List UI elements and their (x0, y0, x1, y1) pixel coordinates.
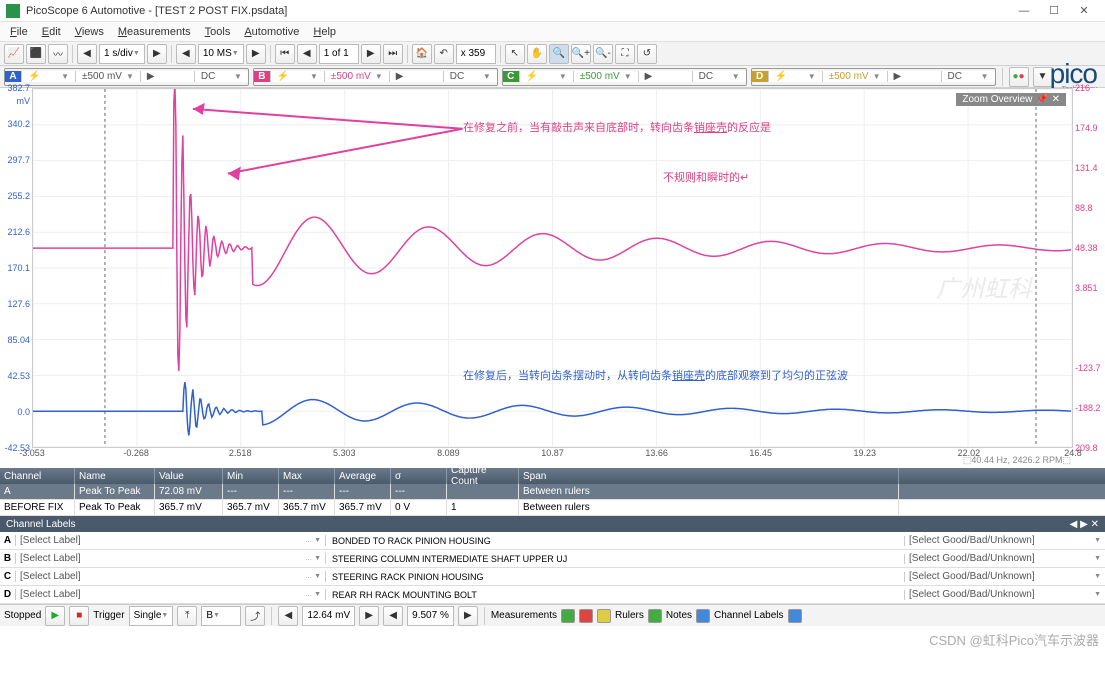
channel-d[interactable]: D⚡▼ ±500 mV▼ ▶ DC▼ (751, 68, 996, 86)
page-display: 1 of 1 (319, 44, 359, 64)
trigger-mode[interactable]: Single▼ (129, 606, 174, 626)
channel-labels-header[interactable]: Channel Labels◀ ▶ ✕ (0, 516, 1105, 532)
prev-pct[interactable]: ◀ (383, 606, 403, 626)
annotation-pink-2: 不规则和瞬时的↵ (663, 169, 749, 185)
csdn-watermark: CSDN @虹科Pico汽车示波器 (929, 630, 1099, 649)
rulers-icon[interactable] (648, 609, 662, 623)
chart-area[interactable]: 382.7340.2297.7255.2212.6170.1127.685.04… (0, 88, 1105, 468)
channel-a[interactable]: A⚡▼ ±500 mV▼ ▶ DC▼ (4, 68, 249, 86)
menu-views[interactable]: Views (69, 24, 110, 40)
measurement-row-before[interactable]: BEFORE FIXPeak To Peak365.7 mV365.7 mV36… (0, 500, 1105, 516)
trigger-channel[interactable]: B▼ (201, 606, 241, 626)
channel-label-row-c[interactable]: C[Select Label]… ▼STEERING RACK PINION H… (0, 568, 1105, 586)
zoom-select-icon[interactable]: 🔍 (549, 44, 569, 64)
measurement-row-a[interactable]: APeak To Peak72.08 mV------------Between… (0, 484, 1105, 500)
channel-labels-label: Channel Labels (714, 610, 784, 621)
undo-icon[interactable]: ↶ (434, 44, 454, 64)
trigger-percent[interactable]: 9.507 % (407, 606, 454, 626)
persistence-icon[interactable]: ⬛ (26, 44, 46, 64)
notes-icon[interactable] (696, 609, 710, 623)
timebase-select[interactable]: 1 s/div▼ (99, 44, 145, 64)
notes-label: Notes (666, 610, 692, 621)
spectrum-icon[interactable]: 〰 (48, 44, 68, 64)
titlebar: PicoScope 6 Automotive - [TEST 2 POST FI… (0, 0, 1105, 22)
y-axis-right: 216174.9131.488.848.383.851-123.7-188.22… (1073, 88, 1105, 448)
rising-edge-icon[interactable]: ⤴ (245, 606, 265, 626)
next-trig[interactable]: ▶ (359, 606, 379, 626)
hand-icon[interactable]: ✋ (527, 44, 547, 64)
measurements-label: Measurements (491, 610, 557, 621)
menu-file[interactable]: File (4, 24, 34, 40)
app-icon (6, 4, 20, 18)
stop-button[interactable]: ■ (69, 606, 89, 626)
clabels-icon[interactable] (788, 609, 802, 623)
zoom-fit-icon[interactable]: ⛶ (615, 44, 635, 64)
first-page-icon[interactable]: ⏮ (275, 44, 295, 64)
minimize-button[interactable]: — (1009, 2, 1039, 20)
meas-remove-icon[interactable] (579, 609, 593, 623)
last-page-icon[interactable]: ⏭ (383, 44, 403, 64)
channel-b[interactable]: B⚡▼ ±500 mV▼ ▶ DC▼ (253, 68, 498, 86)
trigger-label: Trigger (93, 610, 124, 621)
plot[interactable]: Zoom Overview 📌 ✕ 在修复之前，当有敲击声来自底部时，转向齿条销… (32, 88, 1073, 448)
prev-samples-icon[interactable]: ◀ (176, 44, 196, 64)
menu-edit[interactable]: Edit (36, 24, 67, 40)
prev-icon[interactable]: ◀ (77, 44, 97, 64)
maximize-button[interactable]: ☐ (1039, 2, 1069, 20)
run-button[interactable]: ▶ (45, 606, 65, 626)
samples-select[interactable]: 10 MS▼ (198, 44, 244, 64)
meas-add-icon[interactable] (561, 609, 575, 623)
window-title: PicoScope 6 Automotive - [TEST 2 POST FI… (26, 5, 1009, 17)
statusbar: Stopped ▶ ■ Trigger Single▼ ⤒ B▼ ⤴ ◀ 12.… (0, 604, 1105, 626)
menu-measurements[interactable]: Measurements (112, 24, 197, 40)
menu-help[interactable]: Help (307, 24, 342, 40)
frequency-readout: ⬚40.44 Hz, 2426.2 RPM⬚ (963, 455, 1071, 466)
zoom-overview[interactable]: Zoom Overview 📌 ✕ (956, 93, 1066, 106)
rulers-label: Rulers (615, 610, 644, 621)
channel-c[interactable]: C⚡▼ ±500 mV▼ ▶ DC▼ (502, 68, 747, 86)
record-icon[interactable]: ●● (1009, 67, 1029, 87)
next-page-icon[interactable]: ▶ (361, 44, 381, 64)
scope-icon[interactable]: 📈 (4, 44, 24, 64)
annotation-blue: 在修复后，当转向齿条摆动时，从转向齿条销座壳的底部观察到了均匀的正弦波 (463, 367, 848, 383)
measurements-header: ChannelNameValueMinMaxAverageσCapture Co… (0, 468, 1105, 484)
menubar: File Edit Views Measurements Tools Autom… (0, 22, 1105, 42)
channel-label-row-d[interactable]: D[Select Label]… ▼REAR RH RACK MOUNTING … (0, 586, 1105, 604)
prev-page-icon[interactable]: ◀ (297, 44, 317, 64)
channel-toolbar: A⚡▼ ±500 mV▼ ▶ DC▼ B⚡▼ ±500 mV▼ ▶ DC▼ C⚡… (0, 66, 1105, 88)
x-axis: -3.053-0.2682.5185.3038.08910.8713.6616.… (32, 448, 1073, 466)
channel-label-row-a[interactable]: A[Select Label]… ▼BONDED TO RACK PINION … (0, 532, 1105, 550)
annotation-arrow (193, 103, 463, 181)
pointer-icon[interactable]: ↖ (505, 44, 525, 64)
zoom-reset-icon[interactable]: ↺ (637, 44, 657, 64)
next-pct[interactable]: ▶ (458, 606, 478, 626)
meas-edit-icon[interactable] (597, 609, 611, 623)
trigger-edge-icon[interactable]: ⤒ (177, 606, 197, 626)
y-axis-left: 382.7340.2297.7255.2212.6170.1127.685.04… (0, 88, 32, 448)
home-icon[interactable]: 🏠 (412, 44, 432, 64)
channel-label-row-b[interactable]: B[Select Label]… ▼STEERING COLUMN INTERM… (0, 550, 1105, 568)
status-stopped: Stopped (4, 610, 41, 621)
trigger-level[interactable]: 12.64 mV (302, 606, 355, 626)
close-button[interactable]: ✕ (1069, 2, 1099, 20)
next-icon[interactable]: ▶ (147, 44, 167, 64)
x-marker[interactable]: x 359 (456, 44, 496, 64)
plot-svg (33, 89, 1072, 447)
toolbar-main: 📈 ⬛ 〰 ◀ 1 s/div▼ ▶ ◀ 10 MS▼ ▶ ⏮ ◀ 1 of 1… (0, 42, 1105, 66)
menu-automotive[interactable]: Automotive (238, 24, 305, 40)
prev-trig[interactable]: ◀ (278, 606, 298, 626)
next-samples-icon[interactable]: ▶ (246, 44, 266, 64)
zoom-out-icon[interactable]: 🔍- (593, 44, 613, 64)
menu-tools[interactable]: Tools (199, 24, 237, 40)
annotation-pink-1: 在修复之前，当有敲击声来自底部时，转向齿条销座壳的反应是 (463, 119, 771, 135)
zoom-in-icon[interactable]: 🔍+ (571, 44, 591, 64)
